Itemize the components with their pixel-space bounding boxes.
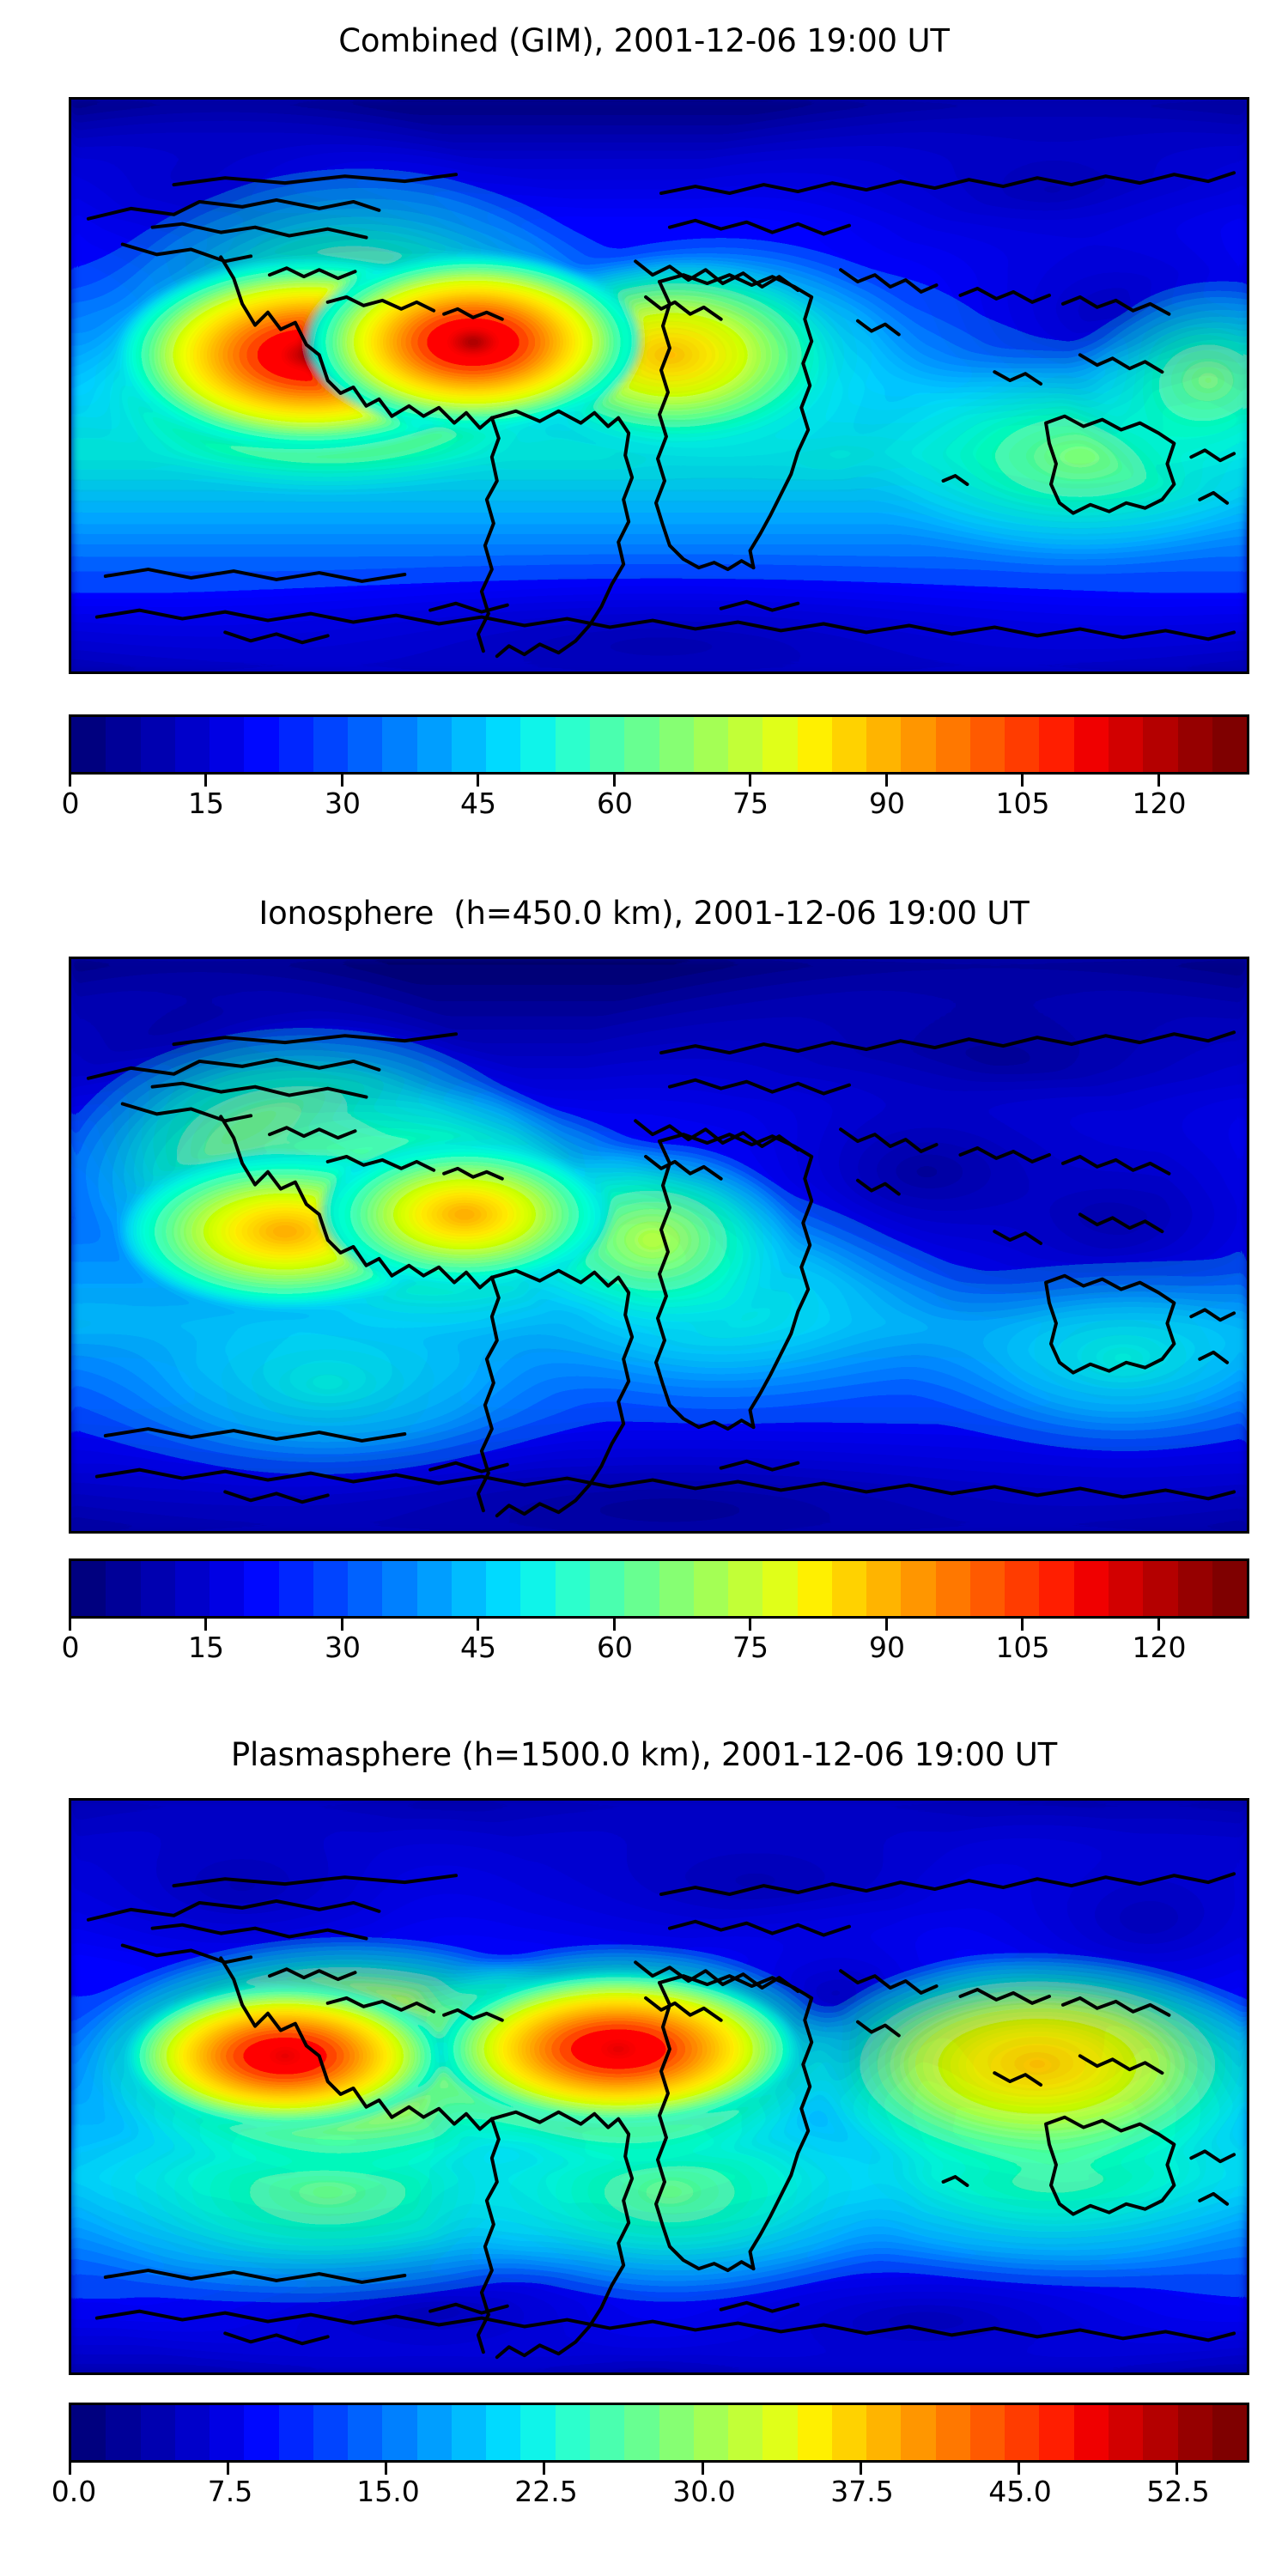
panel-title-ionosphere: Ionosphere (h=450.0 km), 2001-12-06 19:0… — [258, 895, 1030, 932]
panel-title-plasmasphere: Plasmasphere (h=1500.0 km), 2001-12-06 1… — [230, 1736, 1058, 1773]
colorbar-gradient-plasmasphere — [69, 2403, 1249, 2463]
cbar-label: 30 — [325, 1631, 361, 1664]
cbar-label: 37.5 — [830, 2475, 894, 2508]
cbar-label: 60 — [597, 1631, 633, 1664]
cbar-label: 22.5 — [514, 2475, 578, 2508]
cbar-label: 0.0 — [51, 2475, 97, 2508]
colorbar-plasmasphere[interactable]: 0.0 7.5 15.0 22.5 30.0 37.5 45.0 52.5 — [52, 2403, 1249, 2514]
map-plasmasphere-1500km[interactable] — [69, 1798, 1249, 2375]
cbar-label: 105 — [995, 787, 1050, 820]
map-svg-ionosphere — [71, 959, 1247, 1531]
coastlines-plasmasphere — [86, 1872, 1236, 2360]
colorbar-labels-combined: 0 15 30 45 60 75 90 105 120 — [0, 787, 1288, 826]
cbar-label: 45.0 — [988, 2475, 1052, 2508]
panel-plasmasphere-1500km: Plasmasphere (h=1500.0 km), 2001-12-06 1… — [0, 1717, 1288, 2576]
cbar-label: 75 — [732, 1631, 769, 1664]
panel-title-combined-gim: Combined (GIM), 2001-12-06 19:00 UT — [338, 22, 950, 59]
cbar-label: 0 — [61, 787, 80, 820]
cbar-label: 15.0 — [356, 2475, 420, 2508]
colorbar-gradient-combined — [69, 714, 1249, 775]
cbar-label: 7.5 — [207, 2475, 253, 2508]
colorbar-ticks-combined — [69, 775, 1249, 787]
cbar-label: 45 — [460, 1631, 496, 1664]
cbar-label: 15 — [188, 787, 224, 820]
cbar-label: 90 — [869, 1631, 905, 1664]
tec-field-plasmasphere — [71, 1801, 1247, 2372]
cbar-label: 15 — [188, 1631, 224, 1664]
map-svg-plasmasphere — [71, 1801, 1247, 2372]
cbar-label: 60 — [597, 787, 633, 820]
cbar-label: 30.0 — [672, 2475, 736, 2508]
cbar-label: 105 — [995, 1631, 1050, 1664]
panel-ionosphere-450km: Ionosphere (h=450.0 km), 2001-12-06 19:0… — [0, 876, 1288, 1700]
colorbar-gradient-ionosphere — [69, 1558, 1249, 1619]
cbar-label: 75 — [732, 787, 769, 820]
map-combined-gim[interactable] — [69, 97, 1249, 674]
cbar-label: 52.5 — [1146, 2475, 1210, 2508]
colorbar-labels-plasmasphere: 0.0 7.5 15.0 22.5 30.0 37.5 45.0 52.5 — [0, 2475, 1288, 2514]
colorbar-combined-gim[interactable]: 0 15 30 45 60 75 90 105 120 — [62, 714, 1249, 826]
map-ionosphere-450km[interactable] — [69, 957, 1249, 1534]
colorbar-labels-ionosphere: 0 15 30 45 60 75 90 105 120 — [0, 1631, 1288, 1670]
colorbar-ionosphere[interactable]: 0 15 30 45 60 75 90 105 120 — [62, 1558, 1249, 1670]
colorbar-ticks-ionosphere — [69, 1619, 1249, 1631]
map-svg-combined — [71, 100, 1247, 671]
cbar-label: 0 — [61, 1631, 80, 1664]
cbar-label: 30 — [325, 787, 361, 820]
cbar-label: 90 — [869, 787, 905, 820]
tec-field-ionosphere — [71, 959, 1247, 1531]
panel-combined-gim: Combined (GIM), 2001-12-06 19:00 UT — [0, 0, 1288, 859]
cbar-label: 120 — [1132, 1631, 1187, 1664]
coastlines-ionosphere — [86, 1030, 1236, 1518]
coastlines-combined — [86, 171, 1236, 659]
cbar-label: 45 — [460, 787, 496, 820]
colorbar-ticks-plasmasphere — [69, 2463, 1249, 2475]
cbar-label: 120 — [1132, 787, 1187, 820]
